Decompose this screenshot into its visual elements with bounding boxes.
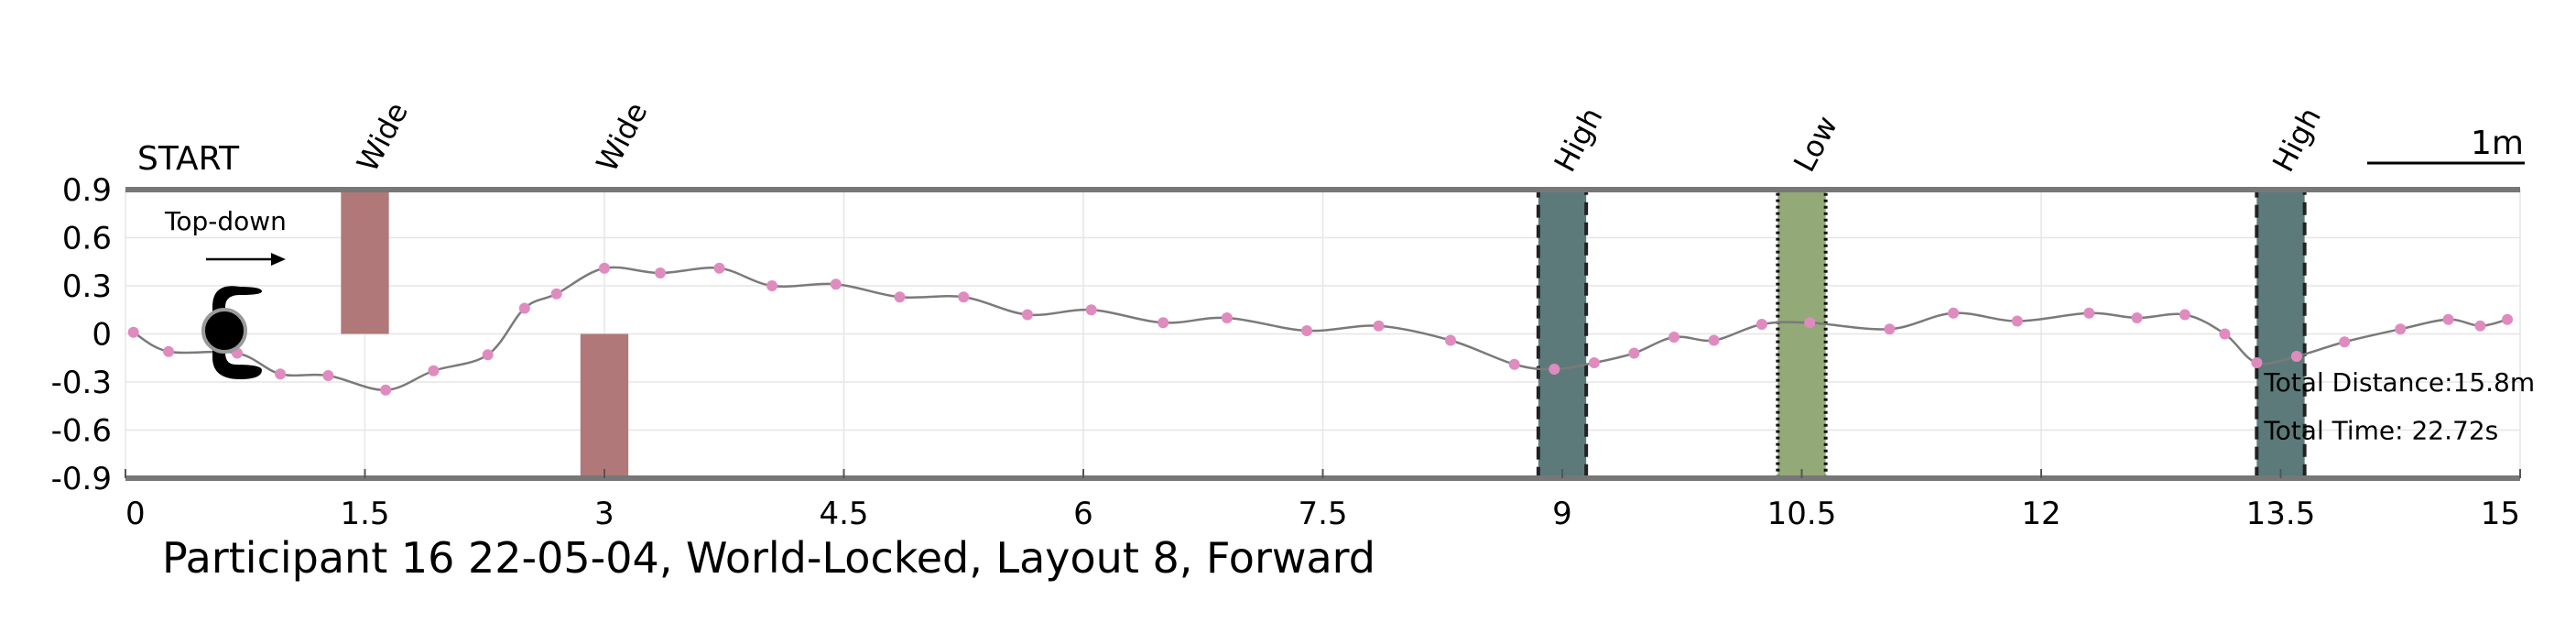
trajectory-point bbox=[127, 326, 139, 338]
trajectory-point bbox=[2290, 351, 2302, 362]
trajectory-point bbox=[550, 288, 562, 300]
trajectory-point bbox=[958, 291, 970, 303]
obstacle-label: Wide bbox=[350, 96, 415, 177]
trajectory-point bbox=[2219, 328, 2231, 340]
trajectory-point bbox=[2339, 336, 2351, 348]
trajectory-point bbox=[1755, 319, 1767, 330]
y-tick-label: 0.3 bbox=[62, 268, 112, 305]
trajectory-point bbox=[655, 267, 667, 278]
obstacle-high bbox=[2255, 188, 2307, 480]
summary-annotation: Total Time: 22.72s bbox=[2263, 416, 2498, 446]
obstacle-label: Wide bbox=[590, 96, 655, 177]
summary-annotation: Total Distance:15.8m bbox=[2263, 367, 2535, 398]
trajectory-point bbox=[1948, 307, 1960, 319]
y-tick-label: 0.6 bbox=[62, 221, 112, 257]
trajectory-point bbox=[428, 365, 440, 377]
direction-arrow-head bbox=[271, 253, 286, 266]
direction-indicator: Top-down bbox=[164, 206, 287, 266]
trajectory-point bbox=[2502, 313, 2514, 325]
obstacle-labels: Wide Wide High Low High bbox=[350, 96, 2328, 177]
x-tick-label: 1.5 bbox=[340, 496, 389, 532]
trajectory-point bbox=[2474, 320, 2486, 332]
x-tick-label: 7.5 bbox=[1298, 496, 1347, 532]
trajectory-point bbox=[1301, 325, 1313, 336]
y-tick-label: -0.3 bbox=[51, 365, 112, 401]
trajectory-point bbox=[322, 370, 334, 381]
obstacle-high bbox=[1536, 188, 1589, 480]
trajectory-point bbox=[2442, 313, 2454, 325]
trajectory-point bbox=[1588, 357, 1600, 368]
y-tick-label: 0.9 bbox=[62, 172, 112, 209]
trajectory-point bbox=[1221, 312, 1233, 323]
obstacle-wide bbox=[341, 190, 389, 334]
trajectory-point bbox=[766, 280, 778, 291]
trajectory-point bbox=[380, 384, 392, 396]
trajectory-point bbox=[830, 278, 842, 290]
trajectory-point bbox=[163, 345, 175, 357]
x-tick-label: 12 bbox=[2021, 496, 2060, 532]
trajectory-point bbox=[1508, 358, 1520, 370]
x-tick-label: 3 bbox=[594, 496, 614, 532]
trajectory-point bbox=[2083, 307, 2095, 319]
trajectory-point bbox=[713, 262, 725, 274]
start-label: START bbox=[137, 140, 240, 178]
obstacle-wide bbox=[580, 333, 629, 478]
trajectory-point bbox=[2395, 323, 2407, 335]
x-tick-label: 9 bbox=[1552, 496, 1572, 532]
obstacles bbox=[341, 188, 2307, 480]
trajectory-point bbox=[1708, 334, 1720, 346]
trajectory-point bbox=[1085, 304, 1097, 316]
trajectory-markers bbox=[127, 262, 2514, 396]
walker-icon bbox=[201, 286, 262, 379]
trajectory-point bbox=[2011, 315, 2023, 327]
trajectory-point bbox=[1373, 320, 1385, 332]
y-tick-label: -0.6 bbox=[51, 413, 112, 450]
obstacle-label: High bbox=[1548, 102, 1610, 178]
axis-ticks: 0 1.5 3 4.5 6 7.5 9 10.5 12 13.5 15 0.9 0.6 0.3 0 -0.3 -… bbox=[51, 172, 2521, 532]
x-tick-label: 13.5 bbox=[2246, 496, 2316, 532]
trajectory-point bbox=[1444, 334, 1456, 346]
x-tick-label: 4.5 bbox=[819, 496, 868, 532]
trajectory-point bbox=[1804, 317, 1816, 329]
trajectory-point bbox=[2131, 312, 2143, 323]
trajectory-point bbox=[1549, 364, 1560, 375]
obstacle-label: Low bbox=[1787, 110, 1844, 177]
trajectory-point bbox=[599, 262, 610, 274]
y-tick-label: -0.9 bbox=[51, 461, 112, 497]
x-tick-label: 15 bbox=[2481, 496, 2520, 532]
trajectory-point bbox=[894, 291, 906, 303]
y-tick-label: 0 bbox=[92, 317, 112, 354]
scale-bar-label: 1m bbox=[2471, 125, 2524, 162]
grid bbox=[125, 189, 2521, 479]
trajectory-point bbox=[2251, 357, 2263, 368]
obstacle-label: High bbox=[2266, 102, 2328, 178]
chart-title: Participant 16 22-05-04, World-Locked, L… bbox=[162, 533, 1375, 583]
trajectory-point bbox=[482, 349, 494, 361]
trajectory-point bbox=[1884, 323, 1896, 335]
trajectory-point bbox=[1021, 309, 1033, 321]
trajectory-point bbox=[518, 302, 530, 314]
trajectory-point bbox=[1628, 347, 1640, 359]
trajectory-point bbox=[1668, 332, 1680, 343]
obstacle-low bbox=[1776, 188, 1828, 480]
trajectory-point bbox=[275, 368, 287, 380]
direction-label: Top-down bbox=[164, 206, 287, 236]
x-tick-label: 10.5 bbox=[1767, 496, 1837, 532]
x-tick-label: 6 bbox=[1073, 496, 1093, 532]
annotations: Total Distance:15.8m Total Time: 22.72s bbox=[2263, 367, 2535, 446]
scale-bar: 1m bbox=[2367, 125, 2525, 165]
x-tick-label: 0 bbox=[125, 496, 146, 532]
trajectory-point bbox=[2179, 309, 2190, 321]
trajectory-point bbox=[1158, 317, 1169, 329]
